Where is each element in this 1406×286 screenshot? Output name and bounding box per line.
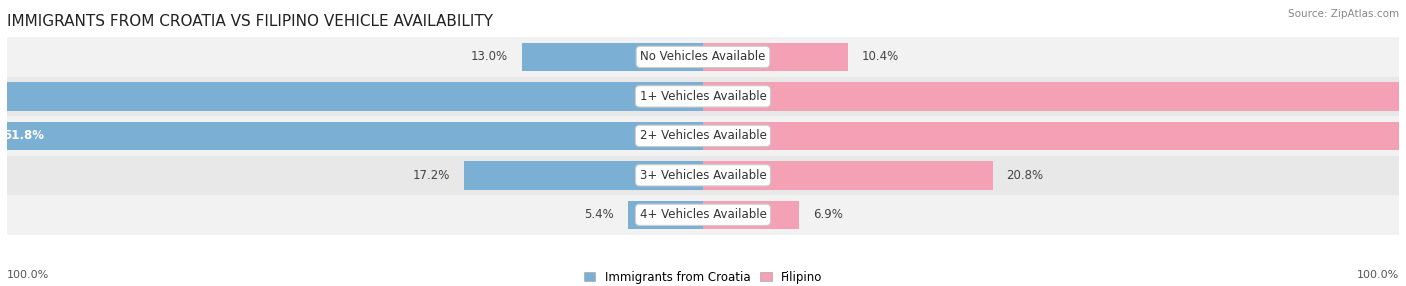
Text: 100.0%: 100.0% bbox=[1357, 270, 1399, 280]
Text: 13.0%: 13.0% bbox=[471, 50, 508, 63]
Bar bbox=[0, 82, 703, 111]
Text: 6.9%: 6.9% bbox=[813, 208, 842, 221]
Bar bbox=[703, 161, 993, 190]
Bar bbox=[703, 82, 1406, 111]
Bar bbox=[703, 200, 799, 229]
Text: 3+ Vehicles Available: 3+ Vehicles Available bbox=[640, 169, 766, 182]
Text: Source: ZipAtlas.com: Source: ZipAtlas.com bbox=[1288, 9, 1399, 19]
Text: IMMIGRANTS FROM CROATIA VS FILIPINO VEHICLE AVAILABILITY: IMMIGRANTS FROM CROATIA VS FILIPINO VEHI… bbox=[7, 14, 494, 29]
Bar bbox=[464, 161, 703, 190]
Bar bbox=[703, 43, 848, 71]
Bar bbox=[7, 195, 1399, 235]
Text: 4+ Vehicles Available: 4+ Vehicles Available bbox=[640, 208, 766, 221]
Text: 5.4%: 5.4% bbox=[583, 208, 614, 221]
Bar bbox=[522, 43, 703, 71]
Legend: Immigrants from Croatia, Filipino: Immigrants from Croatia, Filipino bbox=[583, 271, 823, 284]
Text: 2+ Vehicles Available: 2+ Vehicles Available bbox=[640, 129, 766, 142]
Text: 51.8%: 51.8% bbox=[3, 129, 44, 142]
Bar bbox=[7, 156, 1399, 195]
Bar bbox=[703, 122, 1406, 150]
Bar bbox=[628, 200, 703, 229]
Bar bbox=[7, 37, 1399, 77]
Text: 100.0%: 100.0% bbox=[7, 270, 49, 280]
Text: 20.8%: 20.8% bbox=[1007, 169, 1043, 182]
Bar bbox=[0, 122, 703, 150]
Bar bbox=[7, 116, 1399, 156]
Text: 17.2%: 17.2% bbox=[412, 169, 450, 182]
Bar bbox=[7, 77, 1399, 116]
Text: 1+ Vehicles Available: 1+ Vehicles Available bbox=[640, 90, 766, 103]
Text: 10.4%: 10.4% bbox=[862, 50, 898, 63]
Text: No Vehicles Available: No Vehicles Available bbox=[640, 50, 766, 63]
